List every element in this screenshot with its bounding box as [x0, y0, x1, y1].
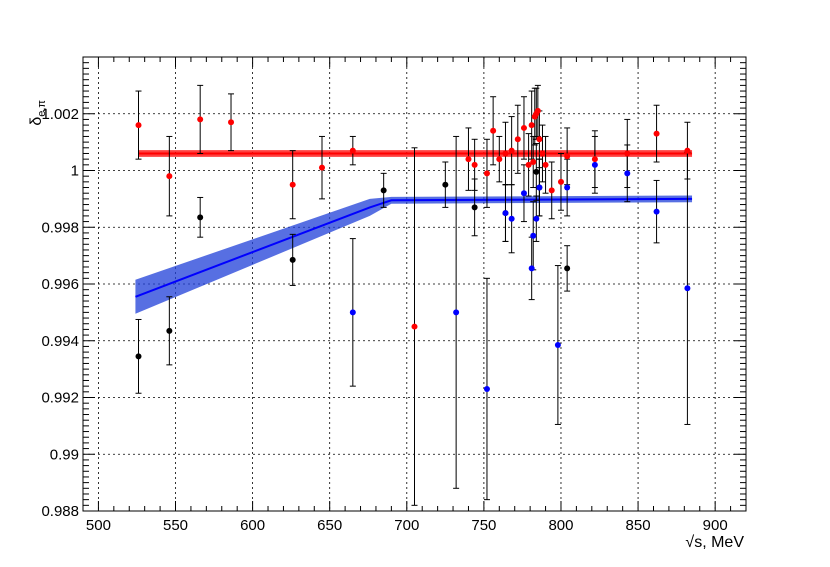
x-tick-label: 600	[240, 517, 265, 534]
y-axis-title: δe,π	[28, 100, 48, 126]
y-tick-label: 1.002	[41, 106, 79, 123]
data-point-red	[135, 122, 142, 129]
data-point-red	[530, 158, 537, 165]
x-tick-label: 900	[703, 517, 728, 534]
data-point-blue	[624, 170, 631, 177]
data-point-red	[534, 107, 541, 114]
data-points	[135, 107, 691, 392]
data-point-blue	[453, 309, 460, 316]
data-point-black	[166, 327, 173, 334]
y-tick-label: 0.988	[41, 503, 79, 520]
data-point-blue	[564, 184, 571, 191]
data-point-red	[536, 136, 543, 143]
data-point-red	[539, 150, 546, 157]
data-point-red	[653, 130, 660, 137]
data-point-red	[197, 116, 204, 123]
data-point-red	[624, 150, 631, 157]
data-point-blue	[653, 208, 660, 215]
data-point-black	[533, 168, 540, 175]
data-point-red	[525, 161, 532, 168]
data-point-red	[471, 161, 478, 168]
data-point-red	[228, 119, 235, 126]
y-axis-title-sub: e,π	[36, 100, 48, 117]
data-point-red	[520, 124, 527, 131]
x-tick-label: 650	[317, 517, 342, 534]
data-point-red	[514, 136, 521, 143]
data-point-black	[564, 265, 571, 272]
data-point-black	[135, 353, 142, 360]
data-point-blue	[483, 385, 490, 392]
y-tick-label: 0.994	[41, 333, 79, 350]
data-point-black	[380, 187, 387, 194]
data-point-red	[502, 150, 509, 157]
data-point-red	[542, 161, 549, 168]
data-point-red	[349, 147, 356, 154]
data-point-blue	[520, 190, 527, 197]
data-point-red	[684, 147, 691, 154]
y-tick-label: 0.996	[41, 276, 79, 293]
data-point-red	[483, 170, 490, 177]
data-point-blue	[554, 342, 561, 349]
data-point-red	[289, 181, 296, 188]
x-tick-label: 700	[394, 517, 419, 534]
data-point-red	[591, 156, 598, 163]
data-point-black	[289, 256, 296, 263]
data-point-black	[471, 204, 478, 211]
data-point-red	[318, 164, 325, 171]
data-point-blue	[508, 215, 515, 222]
x-tick-label: 850	[626, 517, 651, 534]
x-tick-label: 500	[86, 517, 111, 534]
data-point-red	[564, 153, 571, 160]
y-tick-label: 1	[71, 163, 79, 180]
axes: 500 550 600 650 700 750 800 850 900 0.988 0.99 0.99…	[41, 56, 747, 534]
data-point-red	[508, 147, 515, 154]
y-tick-label: 0.99	[50, 446, 79, 463]
x-tick-label: 750	[471, 517, 496, 534]
data-point-blue	[530, 232, 537, 239]
x-axis-title: √s, MeV	[685, 534, 744, 551]
fit-line-blue	[135, 197, 693, 298]
data-point-red	[490, 127, 497, 134]
data-point-red	[166, 173, 173, 180]
data-point-red	[496, 156, 503, 163]
data-point-red	[411, 323, 418, 330]
x-tick-label: 550	[163, 517, 188, 534]
data-point-red	[465, 156, 472, 163]
x-tick-label: 800	[548, 517, 573, 534]
data-point-blue	[533, 215, 540, 222]
data-point-blue	[528, 265, 535, 272]
data-point-blue	[591, 161, 598, 168]
y-tick-label: 0.992	[41, 390, 79, 407]
data-point-black	[442, 181, 449, 188]
data-point-blue	[684, 285, 691, 292]
data-point-red	[548, 187, 555, 194]
data-point-red	[528, 122, 535, 129]
data-point-black	[197, 214, 204, 221]
data-point-blue	[502, 210, 509, 217]
data-point-red	[557, 178, 564, 185]
y-axis-title-main: δ	[28, 117, 45, 126]
fit-bands	[135, 150, 693, 314]
data-point-blue	[349, 309, 356, 316]
y-tick-label: 0.998	[41, 219, 79, 236]
data-point-blue	[536, 184, 543, 191]
